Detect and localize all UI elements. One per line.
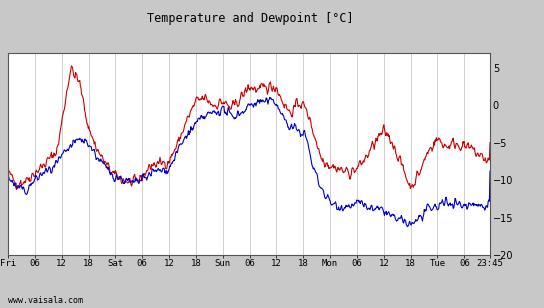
- Text: www.vaisala.com: www.vaisala.com: [8, 296, 83, 305]
- Text: Temperature and Dewpoint [°C]: Temperature and Dewpoint [°C]: [147, 12, 354, 25]
